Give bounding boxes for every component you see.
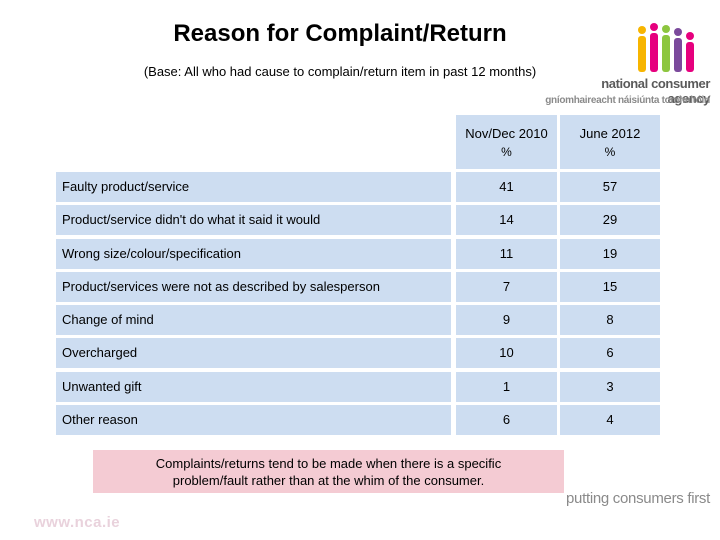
callout-line: problem/fault rather than at the whim of… <box>172 473 485 488</box>
website-link[interactable]: www.nca.ie <box>34 514 121 531</box>
tagline: putting consumers first <box>566 490 710 507</box>
table-cell: 41 <box>456 172 557 202</box>
complaint-table: Nov/Dec 2010 % June 2012 % Faulty produc… <box>56 115 660 440</box>
table-cell: 1 <box>456 372 557 402</box>
table-row-label: Faulty product/service <box>56 172 451 202</box>
table-cell: 57 <box>560 172 660 202</box>
table-row-label: Other reason <box>56 405 451 435</box>
column-header-label: Nov/Dec 2010 <box>465 126 548 141</box>
table-row-label: Product/services were not as described b… <box>56 272 451 302</box>
table-cell: 3 <box>560 372 660 402</box>
table-cell: 14 <box>456 205 557 235</box>
table-row-label: Product/service didn't do what it said i… <box>56 205 451 235</box>
column-header-nov-dec-2010: Nov/Dec 2010 % <box>456 115 557 169</box>
table-cell: 9 <box>456 305 557 335</box>
table-cell: 19 <box>560 239 660 269</box>
table-cell: 4 <box>560 405 660 435</box>
table-cell: 6 <box>560 338 660 368</box>
table-row-label: Unwanted gift <box>56 372 451 402</box>
table-cell: 11 <box>456 239 557 269</box>
page-subtitle: (Base: All who had cause to complain/ret… <box>143 64 537 79</box>
column-header-label: June 2012 <box>579 126 641 141</box>
table-cell: 6 <box>456 405 557 435</box>
table-cell: 8 <box>560 305 660 335</box>
column-header-june-2012: June 2012 % <box>560 115 660 169</box>
table-cell: 10 <box>456 338 557 368</box>
column-header-unit: % <box>501 145 512 159</box>
table-row-label: Wrong size/colour/specification <box>56 239 451 269</box>
column-header-unit: % <box>604 145 616 159</box>
nca-logo: national consumer agency gníomhaireacht … <box>540 22 710 112</box>
table-cell: 29 <box>560 205 660 235</box>
people-logo-icon <box>638 23 694 72</box>
logo-irish-name: gníomhaireacht náisiúnta tomhaltóirí <box>545 95 710 106</box>
callout-line: Complaints/returns tend to be made when … <box>155 456 502 471</box>
logo-name: national consumer agency <box>601 76 710 106</box>
table-cell: 7 <box>456 272 557 302</box>
table-row-label: Change of mind <box>56 305 451 335</box>
table-row-label: Overcharged <box>56 338 451 368</box>
page-title: Reason for Complaint/Return <box>173 20 507 47</box>
table-cell: 15 <box>560 272 660 302</box>
summary-callout: Complaints/returns tend to be made when … <box>93 450 564 493</box>
